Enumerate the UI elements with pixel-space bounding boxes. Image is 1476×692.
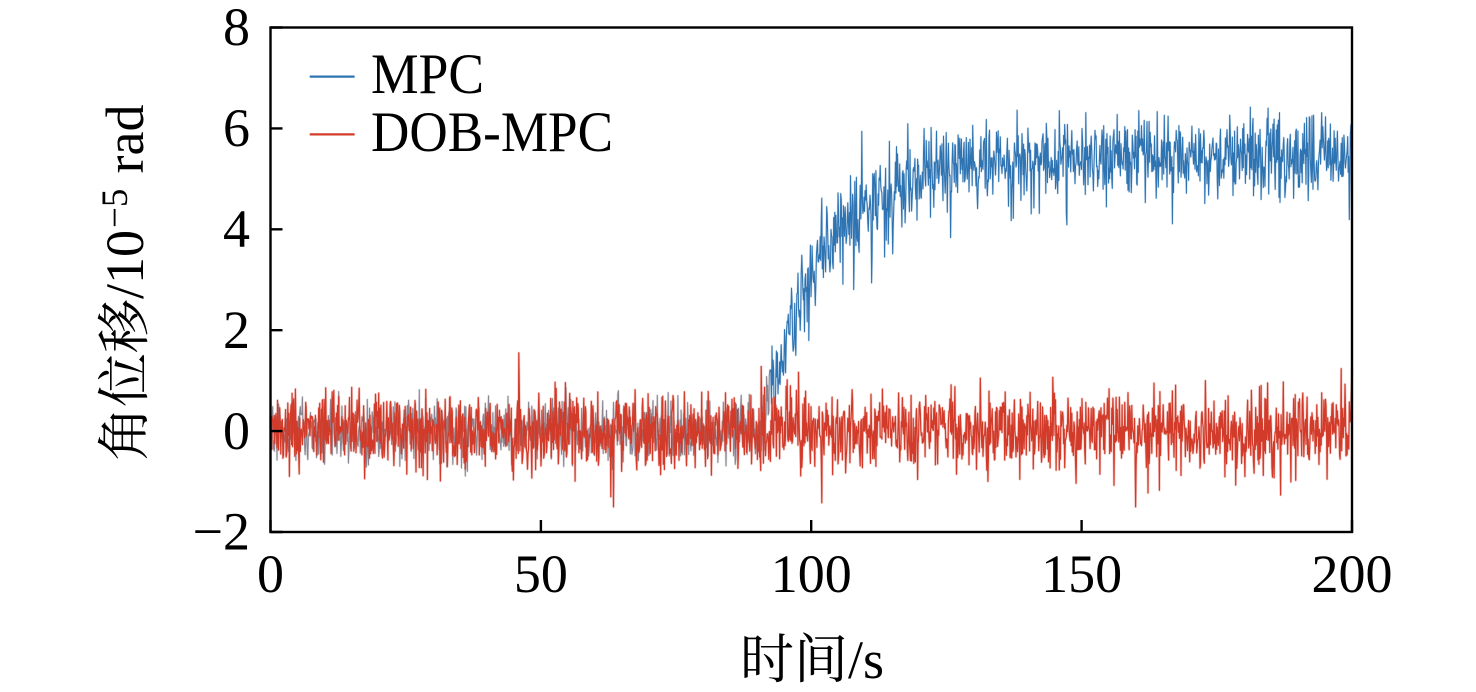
svg-text:MPC: MPC <box>371 43 484 106</box>
svg-text:50: 50 <box>514 544 568 604</box>
svg-text:8: 8 <box>223 0 250 57</box>
svg-text:150: 150 <box>1041 544 1122 604</box>
svg-text:−5: −5 <box>95 189 136 228</box>
svg-text:200: 200 <box>1312 544 1393 604</box>
svg-text:0: 0 <box>223 401 250 461</box>
svg-text:/s: /s <box>848 630 884 690</box>
svg-text:rad: rad <box>95 105 155 187</box>
svg-text:100: 100 <box>771 544 852 604</box>
svg-text:0: 0 <box>257 544 284 604</box>
svg-text:2: 2 <box>223 300 250 360</box>
svg-text:6: 6 <box>223 98 250 158</box>
svg-text:/10: /10 <box>95 230 155 299</box>
svg-text:−2: −2 <box>193 502 250 562</box>
svg-text:DOB-MPC: DOB-MPC <box>371 101 613 164</box>
svg-text:4: 4 <box>223 199 250 259</box>
